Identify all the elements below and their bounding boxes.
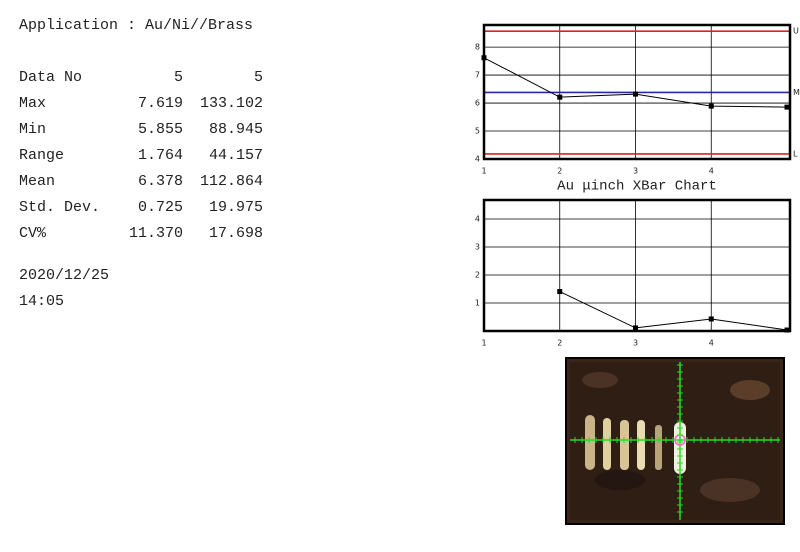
- y-tick-label: 7: [475, 71, 480, 80]
- row-label: Min: [19, 121, 46, 138]
- y-tick-label: 4: [475, 215, 480, 224]
- row-label: Std. Dev.: [19, 199, 100, 216]
- cell-value: 0.725: [138, 199, 183, 216]
- application: Application : Au/Ni//Brass: [19, 17, 253, 34]
- row-label: Mean: [19, 173, 55, 190]
- point: [633, 91, 638, 97]
- row-label: Range: [19, 147, 64, 164]
- row-label: Data No: [19, 69, 82, 86]
- cell-value: 133.102: [200, 95, 263, 112]
- cell-value: 1.764: [138, 147, 183, 164]
- cell-value: 5: [174, 69, 183, 86]
- control-line-label: U: [793, 27, 799, 36]
- y-tick-label: 3: [475, 243, 480, 252]
- control-line-label: L: [793, 149, 798, 158]
- chart-title: Au μinch XBar Chart: [557, 179, 717, 195]
- point: [708, 103, 714, 109]
- microscope-image: [565, 357, 785, 525]
- cell-value: 112.864: [200, 173, 263, 190]
- row-label: CV%: [19, 225, 47, 242]
- row-label: Max: [19, 95, 46, 112]
- cell-value: 44.157: [209, 147, 263, 164]
- x-tick-label: 2: [557, 167, 562, 176]
- cell-value: 6.378: [138, 173, 183, 190]
- point: [557, 94, 563, 100]
- y-tick-label: 6: [475, 99, 480, 108]
- time: 14:05: [19, 293, 64, 310]
- x-tick-label: 1: [481, 167, 486, 176]
- cell-value: 88.945: [209, 121, 263, 138]
- y-tick-label: 2: [475, 271, 480, 280]
- y-tick-label: 8: [475, 43, 480, 52]
- y-tick-label: 1: [475, 299, 480, 308]
- plot-frame: [482, 23, 792, 161]
- cell-value: 7.619: [138, 95, 183, 112]
- x-tick-label: 2: [557, 339, 562, 348]
- x-tick-label: 4: [709, 167, 714, 176]
- point: [557, 289, 563, 295]
- point: [784, 104, 790, 110]
- plot-area: [484, 200, 790, 331]
- date: 2020/12/25: [19, 267, 109, 284]
- y-tick-label: 4: [475, 155, 480, 164]
- cell-value: 5: [254, 69, 263, 86]
- y-tick-label: 5: [475, 127, 480, 136]
- series-line: [559, 291, 788, 331]
- control-line-label: M: [793, 88, 800, 97]
- cell-value: 19.975: [209, 199, 263, 216]
- x-tick-label: 1: [481, 339, 486, 348]
- x-tick-label: 3: [633, 167, 638, 176]
- x-tick-label: 4: [709, 339, 714, 348]
- x-tick-label: 3: [633, 339, 638, 348]
- cell-value: 5.855: [138, 121, 183, 138]
- cell-value: 11.370: [129, 225, 183, 242]
- point: [708, 316, 714, 322]
- point: [633, 325, 638, 331]
- plot-frame: [482, 198, 792, 333]
- cell-value: 17.698: [209, 225, 263, 242]
